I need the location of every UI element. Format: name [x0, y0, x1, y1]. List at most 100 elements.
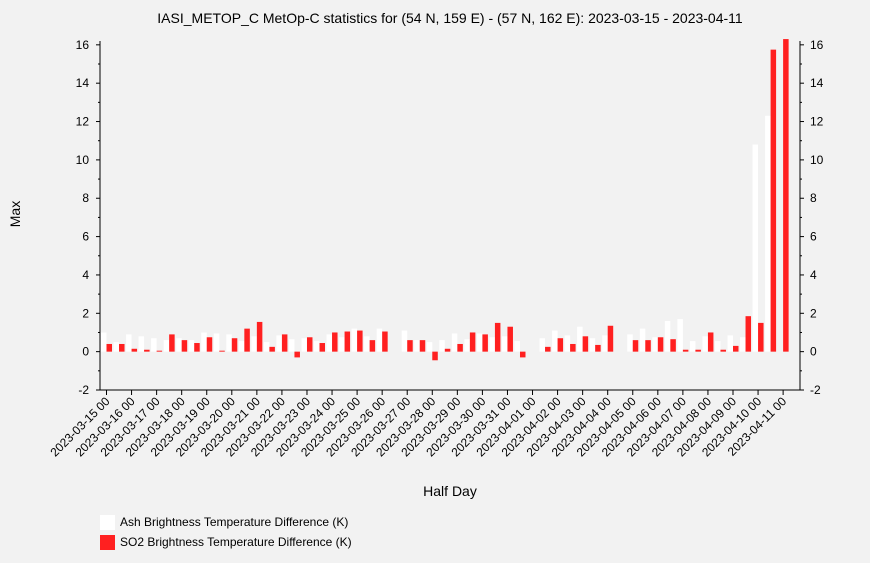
bar-ash [702, 336, 708, 352]
bar-ash [151, 338, 157, 352]
bar-ash [113, 342, 120, 352]
y-tick-label-left: 12 [76, 115, 90, 129]
bar-so2 [632, 340, 639, 352]
bar-ash [314, 341, 320, 352]
bar-ash [451, 333, 458, 352]
bar-ash [602, 335, 608, 352]
y-tick-label-left: 0 [82, 345, 89, 359]
legend-swatch-ash [100, 514, 115, 530]
legend: Ash Brightness Temperature Difference (K… [100, 512, 352, 552]
bar-ash [401, 330, 408, 352]
bar-so2 [469, 332, 476, 352]
bar-so2 [206, 337, 213, 352]
y-tick-label-left: 2 [82, 306, 89, 320]
bar-ash [627, 334, 633, 352]
bar-ash [501, 336, 508, 352]
bar-so2 [119, 343, 125, 352]
y-tick-label-left: 6 [82, 230, 89, 244]
bar-so2 [557, 338, 564, 352]
bar-so2 [407, 340, 413, 352]
bar-so2 [545, 346, 551, 352]
bar-so2 [695, 349, 701, 352]
bar-ash [489, 337, 495, 352]
bar-so2 [369, 340, 376, 352]
bar-so2 [657, 337, 664, 352]
bar-so2 [733, 345, 739, 352]
bar-so2 [294, 351, 300, 358]
bar-so2 [519, 351, 526, 358]
bar-so2 [707, 332, 714, 352]
bar-ash [288, 339, 295, 352]
bar-ash [226, 334, 232, 352]
y-tick-label-left: 10 [76, 153, 90, 167]
y-tick-label-left: 16 [76, 38, 90, 52]
bar-so2 [444, 348, 451, 352]
bar-ash [677, 319, 683, 352]
bar-ash [326, 334, 333, 352]
bar-so2 [582, 336, 589, 352]
bar-so2 [219, 350, 225, 352]
bar-ash [188, 340, 195, 352]
bar-ash [476, 333, 483, 352]
bar-so2 [306, 337, 313, 352]
bar-so2 [256, 321, 263, 352]
bar-ash [577, 326, 583, 352]
y-tick-label-right: 8 [810, 191, 817, 205]
bar-ash [689, 341, 696, 352]
bar-so2 [382, 331, 388, 352]
bar-ash [263, 342, 270, 352]
legend-label-ash: Ash Brightness Temperature Difference (K… [120, 515, 349, 529]
bar-ash [364, 336, 370, 352]
bar-so2 [457, 343, 463, 352]
bar-ash [251, 336, 257, 352]
y-tick-label-right: 6 [810, 230, 817, 244]
bar-ash [126, 334, 132, 352]
bar-so2 [332, 332, 338, 352]
y-tick-label-left: 14 [76, 76, 90, 90]
bar-ash [339, 337, 345, 352]
bar-ash [552, 330, 558, 352]
bar-so2 [269, 346, 275, 352]
bar-so2 [156, 350, 163, 352]
y-tick-label-right: 4 [810, 268, 817, 282]
bar-ash [652, 337, 658, 352]
bar-so2 [181, 340, 188, 352]
bar-ash [238, 341, 245, 352]
bar-ash [213, 333, 220, 352]
bar-so2 [783, 39, 789, 352]
bar-so2 [231, 338, 238, 352]
bar-ash [714, 341, 721, 352]
bar-ash [564, 335, 571, 352]
y-tick-label-left: 8 [82, 191, 89, 205]
bar-ash [752, 144, 759, 352]
y-tick-label-right: 2 [810, 306, 817, 320]
bar-so2 [770, 49, 777, 352]
bar-so2 [482, 334, 488, 352]
bar-so2 [494, 322, 501, 352]
bar-ash [176, 338, 182, 352]
y-tick-label-right: 12 [810, 115, 824, 129]
legend-label-so2: SO2 Brightness Temperature Difference (K… [120, 535, 352, 549]
bar-ash [426, 342, 433, 352]
bar-ash [664, 320, 671, 352]
y-tick-label-right: 10 [810, 153, 824, 167]
bar-ash [740, 337, 746, 352]
bar-so2 [682, 349, 689, 352]
bar-ash [727, 335, 733, 352]
bar-so2 [419, 340, 426, 352]
bar-so2 [570, 343, 576, 352]
bar-so2 [758, 322, 764, 352]
bar-so2 [595, 344, 601, 352]
bar-ash [276, 335, 282, 352]
bar-ash [101, 332, 107, 352]
bar-so2 [720, 349, 726, 352]
bar-so2 [169, 334, 175, 352]
bar-so2 [432, 351, 438, 361]
bar-ash [514, 341, 520, 352]
legend-swatch-so2 [100, 534, 115, 550]
x-axis-label: Half Day [423, 483, 477, 499]
bar-so2 [670, 339, 676, 352]
bar-ash [138, 336, 145, 352]
legend-item-ash: Ash Brightness Temperature Difference (K… [100, 512, 352, 532]
y-tick-label-right: 16 [810, 38, 824, 52]
